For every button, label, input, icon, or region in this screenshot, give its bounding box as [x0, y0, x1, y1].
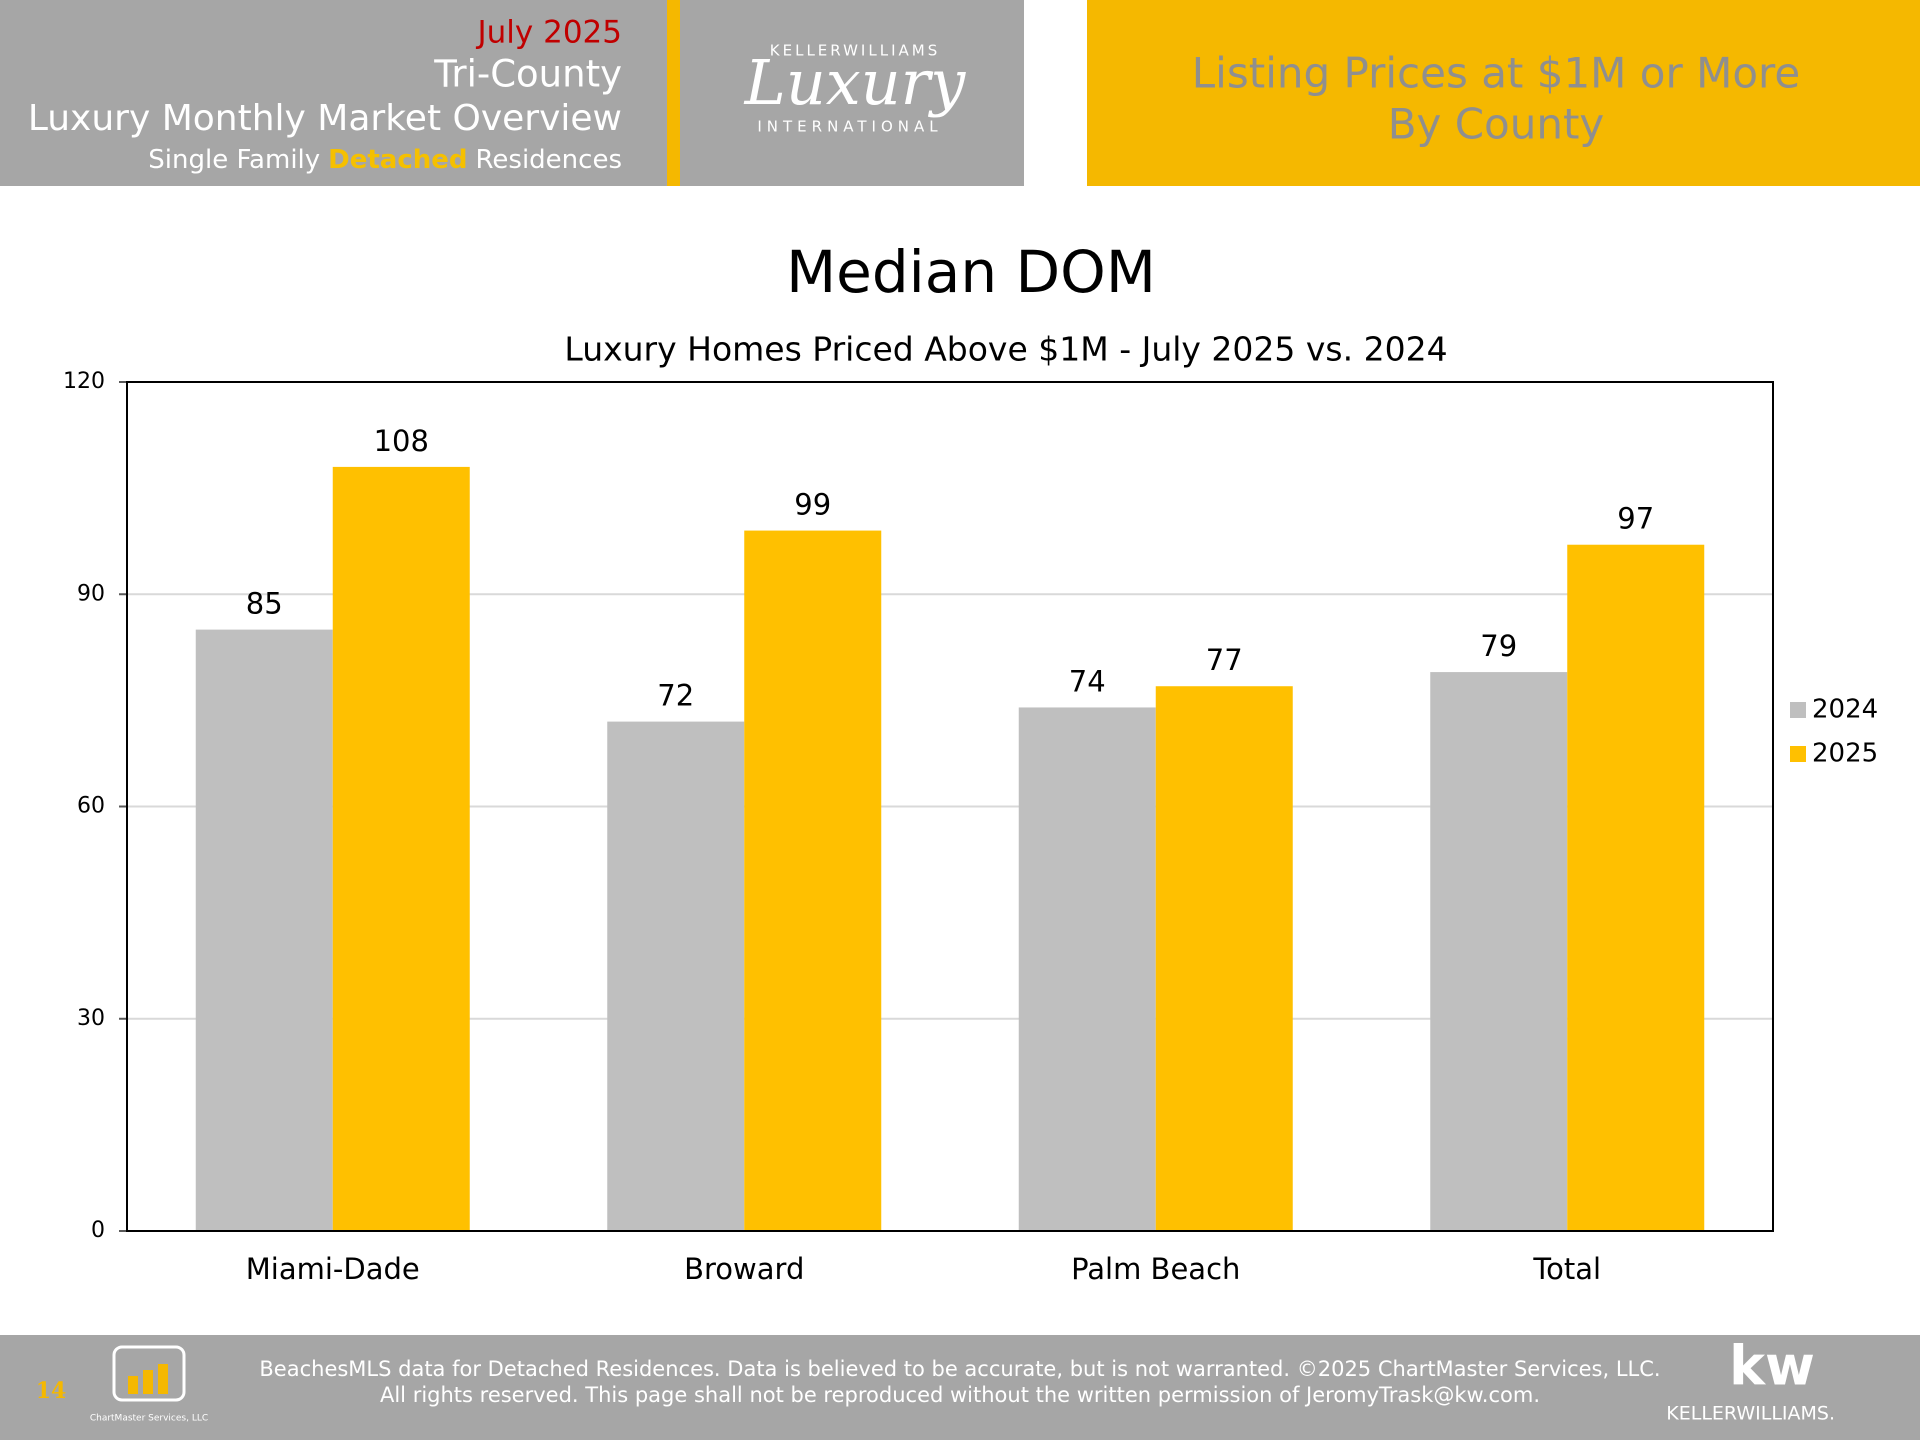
header-region: Tri-County [433, 53, 622, 96]
banner-line: By County [1388, 100, 1605, 149]
x-tick-label: Broward [684, 1252, 804, 1286]
subtitle-part: Residences [476, 145, 622, 175]
footer-logo-icon [128, 1376, 138, 1394]
data-label: 72 [657, 679, 694, 713]
bar [744, 530, 882, 1231]
logo-script: Luxury [744, 46, 967, 119]
data-label: 108 [374, 424, 429, 458]
footer-panel [0, 1335, 1920, 1440]
footer-logo-text: ChartMaster Services, LLC [90, 1414, 208, 1424]
data-label: 99 [794, 488, 831, 522]
legend-swatch [1790, 746, 1806, 762]
banner-panel [1087, 0, 1920, 186]
page-number: 14 [36, 1378, 67, 1404]
brand-mark: kw [1729, 1335, 1815, 1398]
y-tick-label: 120 [63, 369, 105, 394]
data-label: 79 [1480, 629, 1517, 663]
footer-logo-icon [143, 1370, 153, 1394]
footer-logo-icon [112, 1345, 186, 1402]
header-date: July 2025 [476, 15, 623, 51]
header-panel [0, 0, 1024, 186]
banner-line: Listing Prices at $1M or More [1192, 49, 1800, 98]
bar [607, 721, 745, 1231]
header-stripe [667, 0, 680, 186]
logo-bottom: INTERNATIONAL [757, 118, 942, 136]
footer-line: BeachesMLS data for Detached Residences.… [259, 1357, 1660, 1381]
subtitle-highlight: Detached [328, 145, 467, 175]
footer-line: All rights reserved. This page shall not… [380, 1383, 1540, 1407]
chart-subtitle: Luxury Homes Priced Above $1M - July 202… [564, 330, 1447, 369]
subtitle-part: Single Family [148, 145, 320, 175]
header-subtitle: Single Family Detached Residences [148, 145, 622, 175]
legend-label: 2024 [1812, 695, 1878, 725]
legend-label: 2025 [1812, 739, 1878, 769]
bar [1155, 686, 1293, 1231]
x-tick-label: Palm Beach [1071, 1252, 1240, 1286]
logo-top: KELLERWILLIAMS [770, 42, 940, 60]
chart-title: Median DOM [786, 238, 1156, 306]
bar [1430, 672, 1568, 1231]
y-tick-label: 90 [77, 581, 105, 606]
bar [195, 629, 333, 1231]
plot: 0 30 60 90 120 Miami-Dade 85 108 Broward 72 99 Palm… [63, 369, 1878, 1286]
bar [332, 466, 470, 1231]
bar [1567, 544, 1705, 1231]
data-label: 97 [1617, 502, 1654, 536]
y-tick-label: 60 [77, 794, 105, 819]
y-tick-label: 0 [91, 1218, 105, 1243]
footer-logo-icon [158, 1364, 168, 1394]
y-tick-label: 30 [77, 1006, 105, 1031]
brand-name: KELLERWILLIAMS. [1666, 1403, 1835, 1425]
plot-frame [126, 381, 1774, 1232]
legend-swatch [1790, 702, 1806, 718]
x-tick-label: Miami-Dade [246, 1252, 420, 1286]
bar [1018, 707, 1156, 1231]
data-label: 74 [1069, 664, 1106, 698]
data-label: 77 [1206, 643, 1243, 677]
header-title: Luxury Monthly Market Overview [28, 98, 622, 139]
x-tick-label: Total [1532, 1252, 1601, 1286]
data-label: 85 [246, 587, 283, 621]
